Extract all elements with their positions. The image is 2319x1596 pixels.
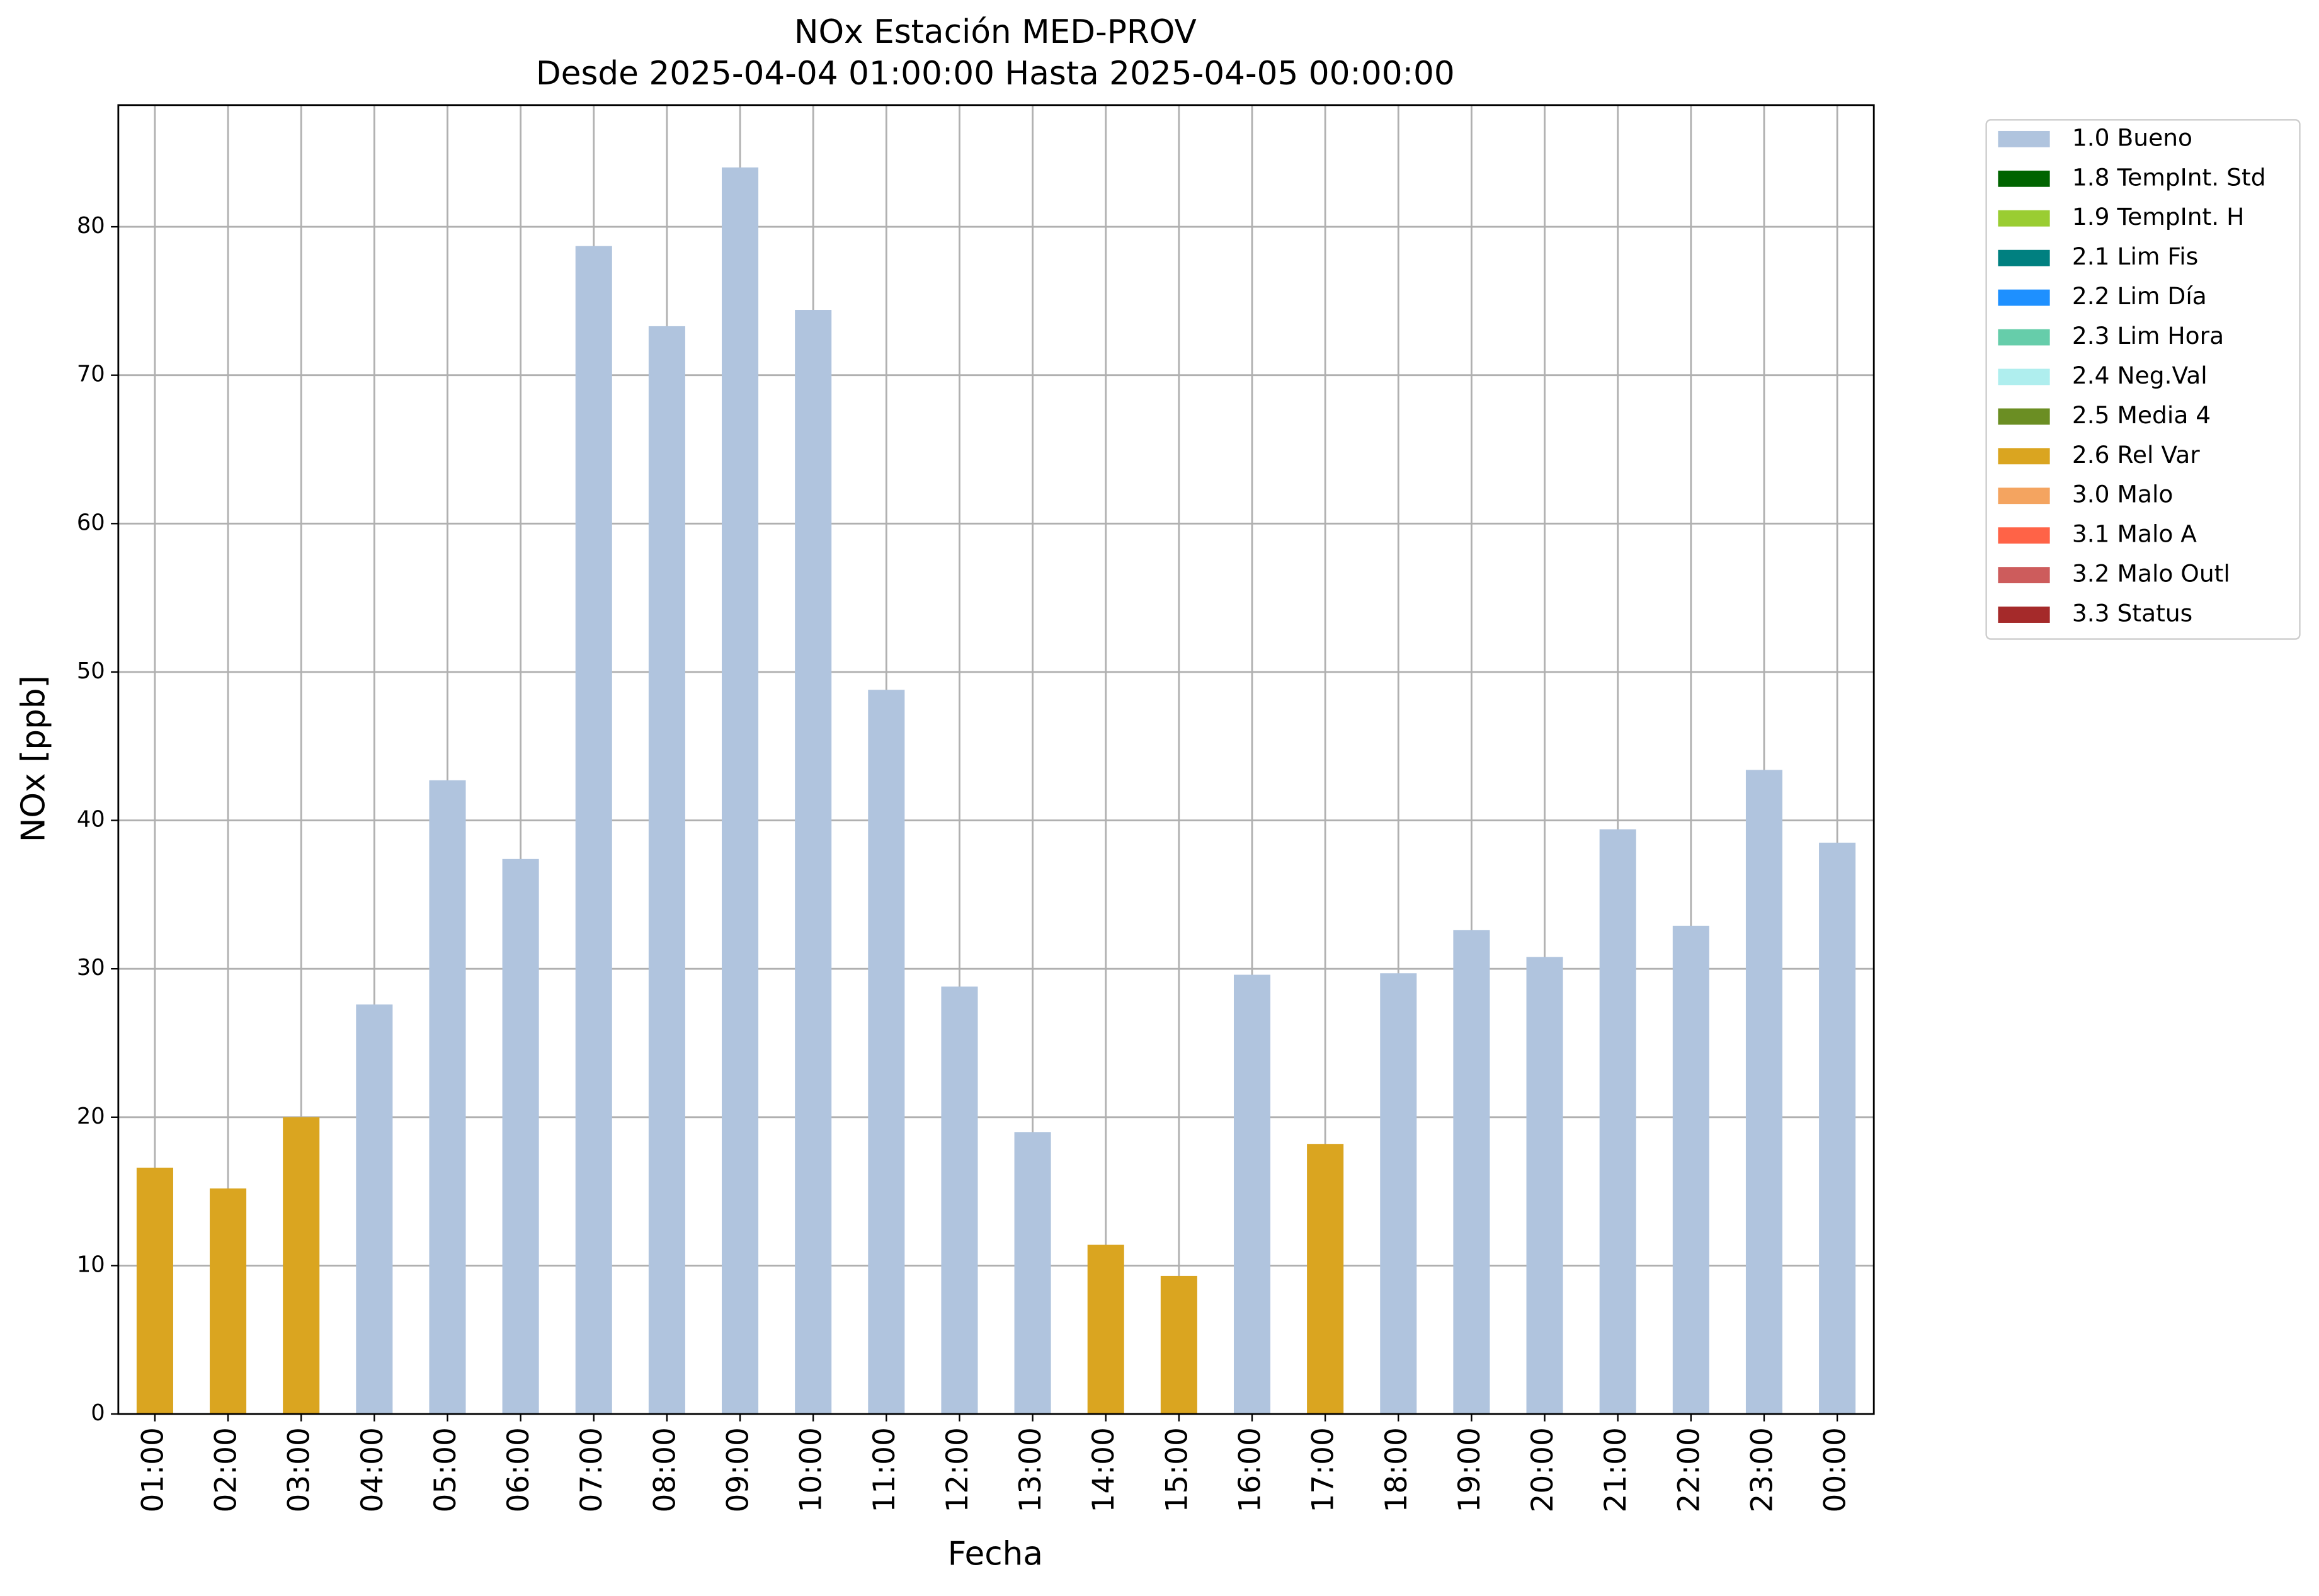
legend-swatch — [1998, 210, 2050, 227]
legend-swatch — [1998, 408, 2050, 425]
x-tick-label: 01:00 — [135, 1427, 170, 1512]
bar — [1526, 957, 1563, 1415]
x-tick-label: 21:00 — [1598, 1427, 1633, 1512]
x-tick-label: 04:00 — [355, 1427, 390, 1512]
chart-subtitle: Desde 2025-04-04 01:00:00 Hasta 2025-04-… — [536, 55, 1455, 93]
bar — [1819, 842, 1856, 1415]
bar — [1672, 925, 1709, 1415]
y-tick-label: 30 — [77, 955, 105, 981]
bar — [429, 780, 466, 1415]
bar — [575, 246, 612, 1415]
legend-label: 2.1 Lim Fis — [2072, 242, 2198, 270]
bar — [356, 1004, 393, 1415]
bar — [1233, 974, 1271, 1415]
x-tick-label: 02:00 — [209, 1427, 244, 1512]
bar — [941, 986, 978, 1415]
legend-label: 1.0 Bueno — [2072, 123, 2192, 151]
x-tick-label: 12:00 — [940, 1427, 975, 1512]
bar — [283, 1117, 320, 1415]
legend-swatch — [1998, 567, 2050, 584]
legend-label: 3.1 Malo A — [2072, 520, 2197, 548]
bar — [722, 167, 759, 1415]
legend-swatch — [1998, 130, 2050, 147]
legend-label: 1.8 TempInt. Std — [2072, 163, 2266, 191]
x-tick-label: 17:00 — [1306, 1427, 1341, 1512]
x-tick-label: 08:00 — [647, 1427, 682, 1512]
legend-swatch — [1998, 289, 2050, 306]
x-axis-label: Fecha — [948, 1535, 1043, 1573]
y-tick-label: 50 — [77, 658, 105, 684]
bar — [210, 1188, 247, 1415]
y-tick-label: 70 — [77, 362, 105, 387]
legend-swatch — [1998, 170, 2050, 187]
x-tick-label: 23:00 — [1745, 1427, 1779, 1512]
bar — [1453, 930, 1490, 1415]
x-tick-label: 16:00 — [1233, 1427, 1268, 1512]
legend-label: 2.6 Rel Var — [2072, 441, 2200, 469]
legend-swatch — [1998, 249, 2050, 266]
chart-title: NOx Estación MED-PROV — [794, 13, 1197, 51]
y-tick-label: 10 — [77, 1251, 105, 1277]
bar — [1380, 973, 1417, 1415]
bar — [1087, 1245, 1124, 1415]
legend-frame — [1985, 119, 2301, 640]
x-tick-label: 20:00 — [1525, 1427, 1560, 1512]
legend-swatch — [1998, 487, 2050, 504]
bar — [1599, 829, 1636, 1415]
bar — [648, 326, 685, 1415]
y-tick-label: 40 — [77, 807, 105, 833]
x-tick-label: 00:00 — [1818, 1427, 1853, 1512]
legend-swatch — [1998, 527, 2050, 544]
bars — [136, 167, 1856, 1415]
y-tick-label: 80 — [77, 213, 105, 239]
legend-label: 1.9 TempInt. H — [2072, 203, 2245, 231]
bar — [136, 1167, 173, 1415]
x-tick-label: 15:00 — [1160, 1427, 1194, 1512]
x-tick-label: 07:00 — [574, 1427, 609, 1512]
bar — [868, 690, 905, 1415]
legend-label: 3.2 Malo Outl — [2072, 560, 2230, 588]
y-tick-label: 60 — [77, 510, 105, 535]
legend-swatch — [1998, 368, 2050, 385]
plot-frame — [117, 104, 1875, 1415]
bar — [1014, 1132, 1051, 1415]
x-tick-label: 09:00 — [721, 1427, 756, 1512]
bar — [1307, 1144, 1344, 1415]
x-tick-label: 13:00 — [1013, 1427, 1048, 1512]
y-tick-label: 0 — [91, 1400, 105, 1426]
x-tick-label: 22:00 — [1672, 1427, 1706, 1512]
legend-swatch — [1998, 329, 2050, 346]
x-tick-label: 03:00 — [282, 1427, 317, 1512]
x-tick-label: 06:00 — [501, 1427, 536, 1512]
x-tick-label: 10:00 — [794, 1427, 829, 1512]
legend-label: 3.3 Status — [2072, 600, 2192, 627]
bar — [1160, 1275, 1197, 1415]
x-tick-label: 11:00 — [867, 1427, 902, 1512]
x-tick-label: 14:00 — [1086, 1427, 1121, 1512]
legend-label: 2.2 Lim Día — [2072, 282, 2207, 310]
legend-label: 2.5 Media 4 — [2072, 401, 2211, 429]
tick-labels: 0 10 20 30 40 50 60 70 80 01:00 02:00 03:00 04:00 05:… — [77, 213, 1853, 1512]
legend-label: 2.4 Neg.Val — [2072, 362, 2208, 389]
bar — [502, 858, 539, 1415]
legend: 1.0 Bueno 1.8 TempInt. Std 1.9 TempInt. H 2… — [1998, 123, 2266, 627]
y-axis-label: NOx [ppb] — [14, 675, 52, 842]
legend-label: 2.3 Lim Hora — [2072, 322, 2224, 350]
x-tick-label: 05:00 — [428, 1427, 463, 1512]
y-tick-label: 20 — [77, 1103, 105, 1129]
legend-swatch — [1998, 448, 2050, 465]
x-tick-label: 19:00 — [1452, 1427, 1487, 1512]
x-tick-label: 18:00 — [1379, 1427, 1414, 1512]
bar — [1745, 770, 1783, 1415]
bar — [795, 310, 832, 1415]
legend-swatch — [1998, 607, 2050, 623]
legend-label: 3.0 Malo — [2072, 481, 2174, 508]
